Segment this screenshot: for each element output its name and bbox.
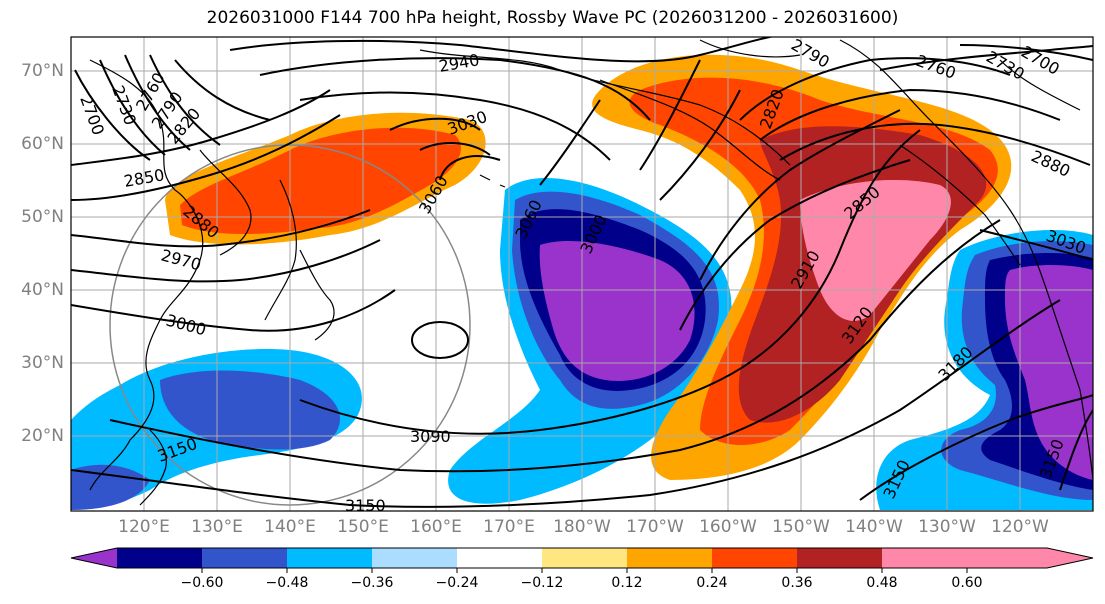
lat-label-50n: 50°N bbox=[21, 207, 64, 227]
lon-label: 130°E bbox=[191, 517, 243, 537]
colorbar-max-arrow bbox=[882, 548, 1093, 568]
colorbar-tick-label: −0.36 bbox=[350, 575, 394, 591]
colorbar-tick-label: −0.48 bbox=[265, 575, 309, 591]
lat-label-40n: 40°N bbox=[21, 280, 64, 300]
lon-label: 160°W bbox=[699, 517, 757, 537]
lon-label: 130°W bbox=[918, 517, 976, 537]
map-title: 2026031000 F144 700 hPa height, Rossby W… bbox=[206, 8, 899, 28]
colorbar-tick-label: 0.12 bbox=[611, 575, 643, 591]
map-frame bbox=[70, 36, 1094, 512]
height-contours bbox=[71, 37, 1093, 508]
colorbar-segment bbox=[712, 548, 797, 568]
lon-label: 180°W bbox=[553, 517, 611, 537]
lat-label-20n: 20°N bbox=[21, 426, 64, 446]
colorbar-segment bbox=[542, 548, 627, 568]
colorbar-segment bbox=[457, 548, 542, 568]
colorbar-tick-label: −0.24 bbox=[435, 575, 479, 591]
negative-anomaly-north-america bbox=[876, 230, 1093, 510]
lon-label: 120°E bbox=[118, 517, 170, 537]
colorbar-segment bbox=[627, 548, 712, 568]
lon-label: 170°W bbox=[626, 517, 684, 537]
colorbar-tick-label: 0.24 bbox=[696, 575, 728, 591]
negative-anomaly-central-pacific bbox=[448, 178, 732, 504]
colorbar-segment bbox=[117, 548, 202, 568]
colorbar-tick-label: 0.60 bbox=[951, 575, 983, 591]
colorbar-segment bbox=[372, 548, 457, 568]
lat-label-70n: 70°N bbox=[21, 61, 64, 81]
contour-label: 3090 bbox=[410, 427, 451, 446]
lon-label: 170°E bbox=[483, 517, 535, 537]
lat-label-60n: 60°N bbox=[21, 134, 64, 154]
reference-circle bbox=[109, 144, 471, 506]
lat-label-30n: 30°N bbox=[21, 353, 64, 373]
coastlines bbox=[89, 39, 1093, 506]
colorbar-segment bbox=[202, 548, 287, 568]
colorbar-min-arrow bbox=[71, 548, 117, 568]
colorbar-segment bbox=[287, 548, 372, 568]
colorbar-tick-label: −0.60 bbox=[180, 575, 224, 591]
colorbar-tick-label: 0.48 bbox=[866, 575, 898, 591]
colorbar-tick-label: 0.36 bbox=[781, 575, 813, 591]
lon-label: 160°E bbox=[410, 517, 462, 537]
lon-label: 120°W bbox=[991, 517, 1049, 537]
lon-label: 140°E bbox=[264, 517, 316, 537]
lon-label: 150°W bbox=[772, 517, 830, 537]
map-plot-area: 2700 2730 2760 2790 2820 2850 2880 2970 … bbox=[71, 37, 1093, 515]
contour-label: 3150 bbox=[345, 496, 386, 515]
colorbar bbox=[70, 547, 1094, 573]
positive-anomaly-asia bbox=[165, 112, 486, 245]
lon-label: 140°W bbox=[845, 517, 903, 537]
lon-label: 150°E bbox=[337, 517, 389, 537]
colorbar-tick-label: −0.12 bbox=[520, 575, 564, 591]
colorbar-segment bbox=[797, 548, 882, 568]
